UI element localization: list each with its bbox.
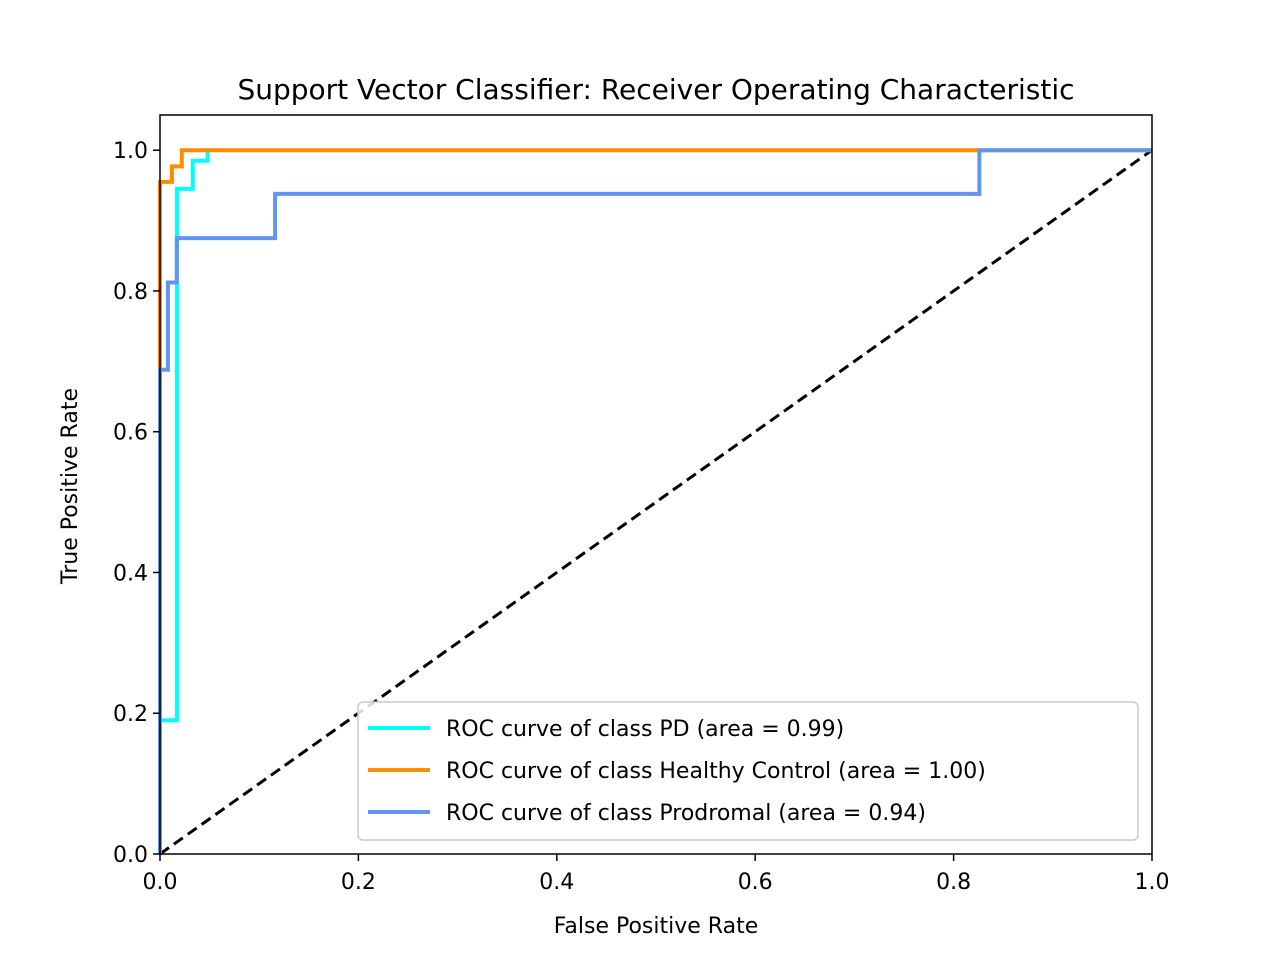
y-tick-label: 0.4 [113,561,148,586]
y-tick-label: 1.0 [113,139,148,164]
y-tick-label: 0.2 [113,702,148,727]
roc-series-line-3 [158,148,1152,854]
y-tick-label: 0.8 [113,280,148,305]
legend-label: ROC curve of class Healthy Control (area… [446,759,986,784]
legend-box [357,701,1139,841]
x-tick-label: 0.0 [143,870,178,895]
legend: ROC curve of class PD (area = 0.99) ROC c… [357,701,1139,841]
chance-diagonal-line [159,148,1153,856]
x-tick-label: 1.0 [1135,870,1170,895]
x-tick-label: 0.6 [738,870,773,895]
legend-label: ROC curve of class PD (area = 0.99) [446,717,844,742]
axes: 0.0 0.2 0.4 0.6 0.8 1.0 0.0 0.2 0.4 0.6 0.8 1.0 [113,139,1170,895]
y-axis-label: True Positive Rate [58,388,83,585]
x-axis-label: False Positive Rate [554,914,758,939]
plot-frame [159,114,1153,855]
y-tick-label: 0.6 [113,421,148,446]
y-tick-label: 0.0 [113,843,148,868]
x-tick-label: 0.8 [936,870,971,895]
legend-label: ROC curve of class Prodromal (area = 0.9… [446,801,926,826]
roc-series-line-1 [158,150,210,854]
chart-title: Support Vector Classifier: Receiver Oper… [237,73,1074,106]
x-tick-label: 0.2 [341,870,376,895]
x-tick-label: 0.4 [539,870,574,895]
